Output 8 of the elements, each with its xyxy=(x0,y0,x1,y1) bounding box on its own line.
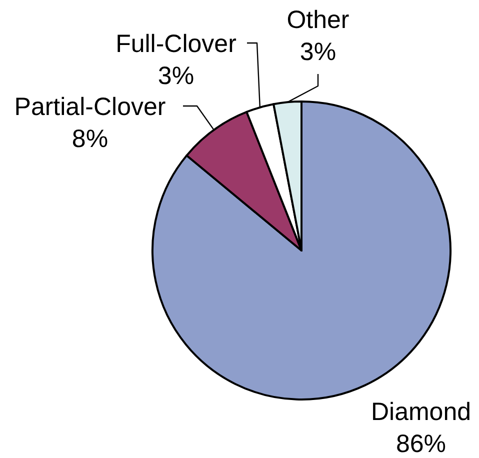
data-label: 3% xyxy=(300,38,336,66)
slice-label: Diamond xyxy=(370,398,472,426)
slice-label: Partial-Clover xyxy=(14,93,166,121)
data-label: 8% xyxy=(72,125,108,153)
slice-label: Full-Clover xyxy=(116,30,236,58)
slice-label: Other xyxy=(286,6,350,34)
data-label: 3% xyxy=(158,62,194,90)
data-label: 86% xyxy=(396,430,446,458)
